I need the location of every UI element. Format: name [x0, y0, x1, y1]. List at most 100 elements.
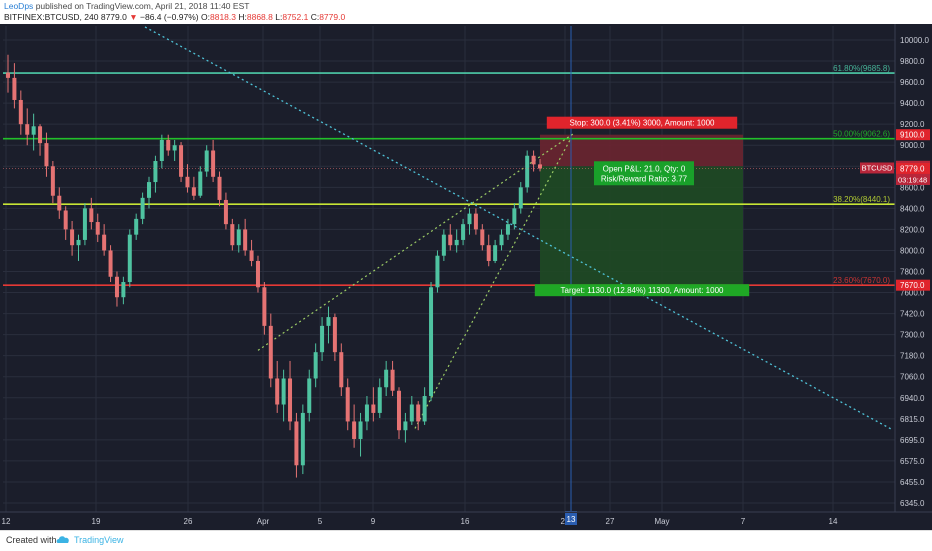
y-tick-label: 8000.0 — [900, 246, 925, 255]
candle-body — [396, 390, 401, 431]
created-with-text: Created with — [6, 535, 57, 545]
y-tick-label: 9400.0 — [900, 99, 925, 108]
price-change: −86.4 (−0.97%) — [140, 12, 199, 22]
x-axis: 121926Apr59162327May71413 — [0, 511, 932, 530]
candle-body — [191, 187, 196, 196]
candlestick-chart[interactable]: 61.80%(9685.8) 50.00%(9062.6) 38.20%(8440.… — [0, 24, 932, 530]
y-tick-label: 8600.0 — [900, 183, 925, 192]
cursor-x-tag-bg — [565, 513, 577, 525]
candle-body — [95, 222, 100, 235]
candle-body — [204, 150, 209, 172]
candle-body — [166, 139, 171, 151]
candle-body — [179, 145, 184, 177]
symbol-info: BITFINEX:BTCUSD, 240 8779.0 ▼ −86.4 (−0.… — [4, 12, 345, 22]
candle-body — [307, 378, 312, 413]
x-tick-label: 9 — [371, 517, 376, 526]
candle-body — [281, 378, 286, 405]
candle-body — [300, 412, 305, 466]
trend-line — [144, 26, 894, 431]
candle-body — [313, 352, 318, 379]
candle-body — [57, 195, 62, 211]
target-label-text: Target: 1130.0 (12.84%) 11300, Amount: 1… — [561, 286, 724, 295]
y-axis: 10000.09800.09600.09400.09200.09000.0880… — [894, 24, 932, 512]
fib-level-label: 38.20%(8440.1) — [833, 195, 890, 204]
open-value: 8818.3 — [209, 12, 236, 22]
candle-body — [185, 176, 190, 188]
candle-body — [121, 282, 126, 298]
candle-body — [409, 404, 414, 422]
fib-level-label: 23.60%(7670.0) — [833, 276, 890, 285]
candle-body — [326, 317, 331, 326]
fib-level-label: 61.80%(9685.8) — [833, 64, 890, 73]
y-tick-label: 6345.0 — [900, 499, 925, 508]
candle-body — [377, 387, 382, 413]
candle-body — [25, 124, 30, 135]
chart-footer: Created with TradingView — [0, 530, 932, 551]
candle-body — [211, 150, 216, 177]
candle-body — [140, 197, 145, 219]
y-tick-label: 7060.0 — [900, 373, 925, 382]
candle-body — [403, 421, 408, 431]
y-tick-label: 6575.0 — [900, 457, 925, 466]
candle-body — [512, 208, 517, 225]
y-tick-label: 9200.0 — [900, 120, 925, 129]
symbol-tag-bg — [860, 162, 894, 174]
author-link[interactable]: LeoDps — [4, 1, 34, 11]
grid-lines — [3, 26, 895, 512]
candle-body — [243, 229, 248, 251]
tradingview-logo-icon[interactable] — [55, 533, 71, 547]
stop-label-text: Stop: 300.0 (3.41%) 3000, Amount: 1000 — [570, 119, 716, 128]
chart-header: LeoDps published on TradingView.com, Apr… — [0, 0, 932, 24]
x-tick-label: 26 — [184, 517, 193, 526]
candle-body — [159, 139, 164, 162]
x-tick-label: 14 — [829, 517, 838, 526]
target-label-bg — [534, 284, 750, 297]
y-tick-label: 6455.0 — [900, 478, 925, 487]
candle-body — [288, 378, 293, 422]
y-tick-label: 9000.0 — [900, 141, 925, 150]
candle-body — [147, 182, 152, 198]
candle-body — [198, 171, 203, 196]
publish-text: published on TradingView.com, April 21, … — [35, 1, 250, 11]
candle-body — [114, 276, 119, 298]
y-tick-label: 6695.0 — [900, 436, 925, 445]
channel-upper-line — [257, 132, 576, 351]
y-tick-label: 9600.0 — [900, 78, 925, 87]
chart-area[interactable]: 61.80%(9685.8) 50.00%(9062.6) 38.20%(8440.… — [0, 24, 932, 530]
y-tick-label: 7180.0 — [900, 352, 925, 361]
candle-body — [448, 234, 453, 246]
x-tick-label: May — [654, 517, 669, 526]
candle-body — [461, 224, 466, 240]
candle-body — [384, 369, 389, 388]
high-value: 8868.8 — [246, 12, 273, 22]
candle-body — [358, 421, 363, 439]
publish-info: LeoDps published on TradingView.com, Apr… — [4, 1, 249, 11]
candle-body — [153, 161, 158, 183]
candle-body — [44, 143, 49, 167]
risk-reward-text: Risk/Reward Ratio: 3.77 — [601, 174, 688, 183]
countdown-label: 03:19:48 — [898, 175, 927, 184]
pnl-text: Open P&L: 21.0, Qty: 0 — [603, 164, 686, 173]
candle-body — [268, 325, 273, 379]
candle-body — [371, 404, 376, 413]
x-tick-label: 12 — [2, 517, 11, 526]
candle-body — [255, 260, 260, 288]
y-tick-label: 7600.0 — [900, 289, 925, 298]
tradingview-brand[interactable]: TradingView — [74, 535, 124, 545]
candle-body — [102, 234, 107, 251]
candle-body — [332, 317, 337, 353]
candle-body — [416, 404, 421, 422]
candle-body — [262, 287, 267, 326]
price-tag: 7670.0 — [900, 281, 925, 290]
candle-body — [134, 218, 139, 235]
candle-body — [435, 255, 440, 288]
cursor-x-tag: 13 — [567, 515, 576, 524]
chart-background — [0, 24, 932, 530]
x-tick-label: 19 — [92, 517, 101, 526]
y-tick-label: 7420.0 — [900, 310, 925, 319]
candles — [6, 54, 542, 478]
y-axis-bg — [895, 24, 932, 512]
fib-level-label: 50.00%(9062.6) — [833, 130, 890, 139]
low-label: L: — [275, 12, 283, 22]
